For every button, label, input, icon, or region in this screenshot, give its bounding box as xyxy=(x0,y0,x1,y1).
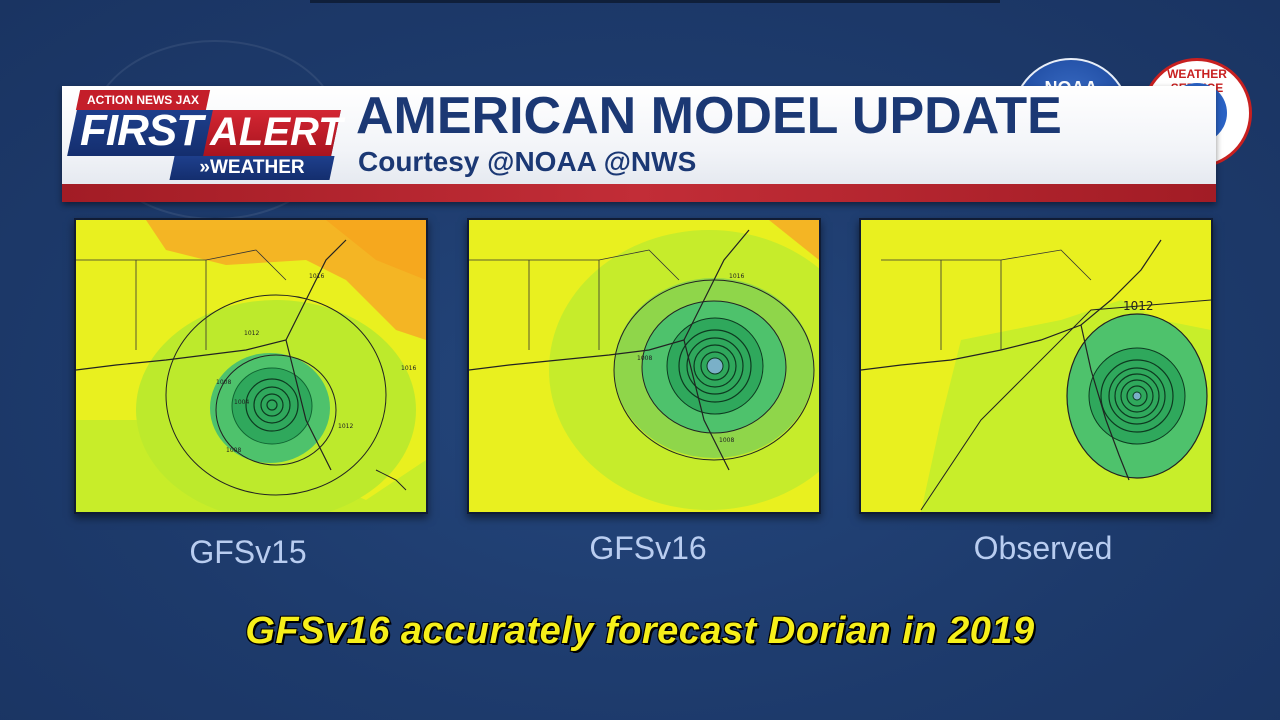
page-title: AMERICAN MODEL UPDATE xyxy=(356,87,1062,145)
brand-weather-tab: »WEATHER xyxy=(169,156,335,180)
map-observed: 1012 xyxy=(859,218,1213,514)
contour-label: 1008 xyxy=(637,355,652,362)
map-caption-gfsv15: GFSv15 xyxy=(189,534,307,570)
brand-first: FIRST xyxy=(80,106,203,155)
contour-label: 1012 xyxy=(338,423,353,430)
contour-label: 1012 xyxy=(244,330,259,337)
map-gfsv15: 1016 1012 1008 1004 1016 1012 1008 xyxy=(74,218,428,514)
header-red-stripe xyxy=(62,184,1216,202)
contour-label: 1008 xyxy=(216,379,231,386)
contour-label: 1016 xyxy=(729,273,744,280)
brand-weather: »WEATHER xyxy=(199,157,305,178)
page-subtitle: Courtesy @NOAA @NWS xyxy=(358,146,697,177)
brand-alert: ALERT xyxy=(210,110,343,154)
contour-label: 1008 xyxy=(719,437,734,444)
first-alert-weather-logo: ACTION NEWS JAX FIRST ALERT »WEATHER xyxy=(67,90,343,182)
contour-label: 1004 xyxy=(234,399,249,406)
contour-label: 1012 xyxy=(1123,299,1154,313)
bottom-caption: GFSv16 accurately forecast Dorian in 201… xyxy=(245,610,1035,652)
contour-label: 1008 xyxy=(226,447,241,454)
map-caption-observed: Observed xyxy=(973,530,1113,566)
contour-label: 1016 xyxy=(401,365,416,372)
top-strip xyxy=(310,0,1000,3)
contour-label: 1016 xyxy=(309,273,324,280)
map-gfsv16: 1016 1008 1008 xyxy=(467,218,821,514)
map-caption-gfsv16: GFSv16 xyxy=(589,530,707,566)
